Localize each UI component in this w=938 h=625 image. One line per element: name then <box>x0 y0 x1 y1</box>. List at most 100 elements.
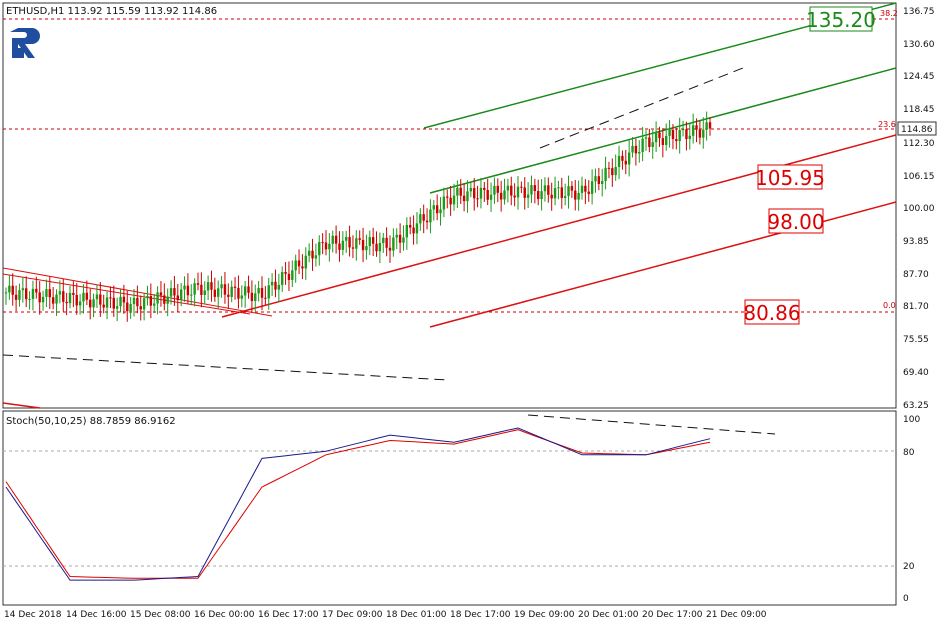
candle <box>375 231 378 257</box>
candle <box>78 294 82 315</box>
candle <box>422 204 425 234</box>
price-tick: 112.30 <box>903 139 935 149</box>
candle <box>452 183 456 211</box>
candle <box>456 180 459 208</box>
candle <box>35 276 38 299</box>
candle <box>28 291 31 310</box>
current-price-tag: 114.86 <box>897 121 937 136</box>
price-tick: 81.70 <box>903 302 929 312</box>
candle <box>601 168 604 197</box>
candle <box>681 120 685 137</box>
candle <box>449 185 452 216</box>
candle <box>557 180 560 200</box>
fibo-label-23-6: 23.6 <box>878 120 896 129</box>
candle <box>75 283 78 315</box>
candle <box>254 284 257 312</box>
candle <box>439 197 442 226</box>
stoch-lines <box>5 427 711 581</box>
candle <box>301 254 304 280</box>
candle <box>102 294 105 314</box>
candle <box>331 230 334 253</box>
stoch-panel <box>2 410 897 606</box>
candle <box>153 293 156 314</box>
candle <box>597 167 601 191</box>
candle-series <box>4 111 712 322</box>
candle <box>210 270 213 302</box>
down-trendline-3 <box>2 402 41 409</box>
svg-text:135.20: 135.20 <box>806 8 876 32</box>
broker-logo <box>10 28 40 58</box>
candle <box>217 280 220 309</box>
dashed-trendline-lower <box>2 354 449 381</box>
candle <box>533 178 537 204</box>
candle <box>321 233 324 255</box>
time-axis: 14 Dec 2018 14 Dec 16:00 15 Dec 08:00 16… <box>4 610 767 620</box>
price-label-98-00: 98.00 <box>767 208 825 234</box>
candle <box>82 284 85 314</box>
candle <box>462 183 466 212</box>
candle <box>691 113 695 144</box>
candle <box>516 175 520 210</box>
fibo-label-38-2: 38.2 <box>880 9 898 18</box>
stoch-tick: 0 <box>903 594 909 604</box>
candle <box>25 276 28 308</box>
candle <box>18 283 21 307</box>
candle <box>611 158 614 187</box>
candle <box>206 275 210 300</box>
candle <box>38 281 41 315</box>
candle <box>297 249 301 274</box>
candle <box>291 260 294 288</box>
candle <box>126 290 129 322</box>
price-tick: 136.75 <box>903 7 935 17</box>
candle <box>304 247 307 280</box>
candle <box>277 273 281 303</box>
candle <box>526 182 530 208</box>
candle <box>405 217 409 250</box>
candle <box>21 276 25 303</box>
stoch-tick: 20 <box>903 562 915 572</box>
candle <box>173 276 176 306</box>
candle <box>425 208 429 230</box>
candle <box>213 277 217 302</box>
candle <box>419 208 422 231</box>
candle <box>402 225 405 251</box>
candle <box>311 238 314 271</box>
candle <box>355 230 358 261</box>
candle <box>190 284 193 306</box>
candle <box>459 179 462 204</box>
candle <box>685 121 688 151</box>
candle <box>314 243 318 267</box>
candle <box>530 175 533 203</box>
candle <box>429 199 432 234</box>
candle <box>274 269 277 298</box>
candle <box>378 232 382 264</box>
candle <box>409 216 412 235</box>
candle <box>341 231 345 256</box>
candle <box>675 127 678 150</box>
candle <box>476 185 479 208</box>
candle <box>146 285 149 306</box>
candle <box>62 278 65 312</box>
down-trendline-2 <box>2 273 251 315</box>
price-label-135-20: 135.20 <box>806 6 876 32</box>
candle <box>483 182 486 202</box>
candle <box>92 293 95 318</box>
candle <box>698 120 702 145</box>
candle <box>105 291 109 320</box>
candle <box>31 280 35 311</box>
dashed-trendline-upper <box>539 65 749 149</box>
time-label: 18 Dec 01:00 <box>386 610 447 620</box>
svg-text:80.86: 80.86 <box>743 301 800 325</box>
candle <box>348 225 351 257</box>
candle <box>169 280 173 305</box>
candle <box>247 275 250 299</box>
candle <box>58 280 62 304</box>
time-label: 20 Dec 17:00 <box>642 610 703 620</box>
candle <box>351 235 355 259</box>
candle <box>95 284 99 308</box>
candle <box>392 228 395 257</box>
candle <box>361 227 365 263</box>
candle <box>523 177 526 210</box>
price-tick: 130.60 <box>903 40 935 50</box>
candle <box>119 289 122 313</box>
